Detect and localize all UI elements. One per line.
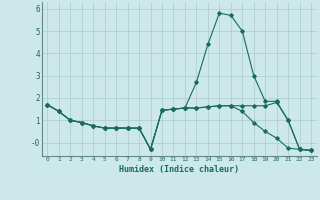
X-axis label: Humidex (Indice chaleur): Humidex (Indice chaleur) [119, 165, 239, 174]
